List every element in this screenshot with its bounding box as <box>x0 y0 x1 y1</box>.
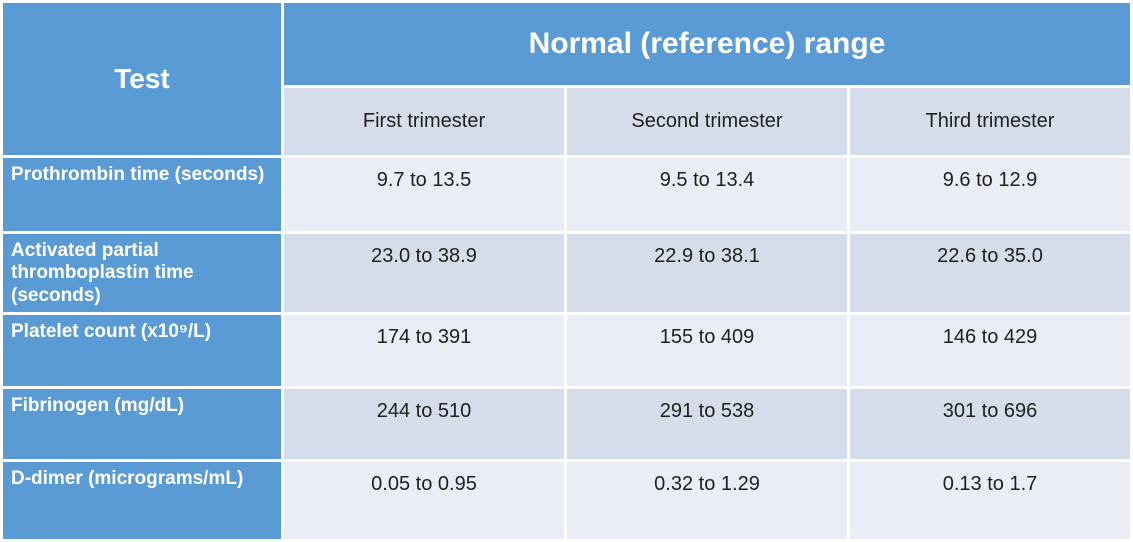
row-label-activated-partial-thromboplastin-time: Activated partial thromboplastin time (s… <box>3 234 281 312</box>
column-header-second-trimester: Second trimester <box>567 88 847 155</box>
column-header-third-trimester: Third trimester <box>850 88 1130 155</box>
data-cell: 22.6 to 35.0 <box>850 234 1130 312</box>
data-cell: 0.32 to 1.29 <box>567 462 847 539</box>
column-header-first-trimester: First trimester <box>284 88 564 155</box>
data-cell: 0.13 to 1.7 <box>850 462 1130 539</box>
corner-header-cell: Test <box>3 3 281 155</box>
data-cell: 291 to 538 <box>567 389 847 459</box>
data-cell: 146 to 429 <box>850 315 1130 386</box>
group-header-cell: Normal (reference) range <box>284 3 1130 85</box>
data-cell: 244 to 510 <box>284 389 564 459</box>
data-cell: 301 to 696 <box>850 389 1130 459</box>
row-label-d-dimer: D-dimer (micrograms/mL) <box>3 462 281 539</box>
data-cell: 22.9 to 38.1 <box>567 234 847 312</box>
row-label-fibrinogen: Fibrinogen (mg/dL) <box>3 389 281 459</box>
data-cell: 9.6 to 12.9 <box>850 158 1130 231</box>
data-cell: 174 to 391 <box>284 315 564 386</box>
row-label-platelet-count: Platelet count (x10⁹/L) <box>3 315 281 386</box>
data-cell: 0.05 to 0.95 <box>284 462 564 539</box>
data-cell: 23.0 to 38.9 <box>284 234 564 312</box>
data-cell: 155 to 409 <box>567 315 847 386</box>
data-cell: 9.7 to 13.5 <box>284 158 564 231</box>
row-label-prothrombin-time: Prothrombin time (seconds) <box>3 158 281 231</box>
data-cell: 9.5 to 13.4 <box>567 158 847 231</box>
